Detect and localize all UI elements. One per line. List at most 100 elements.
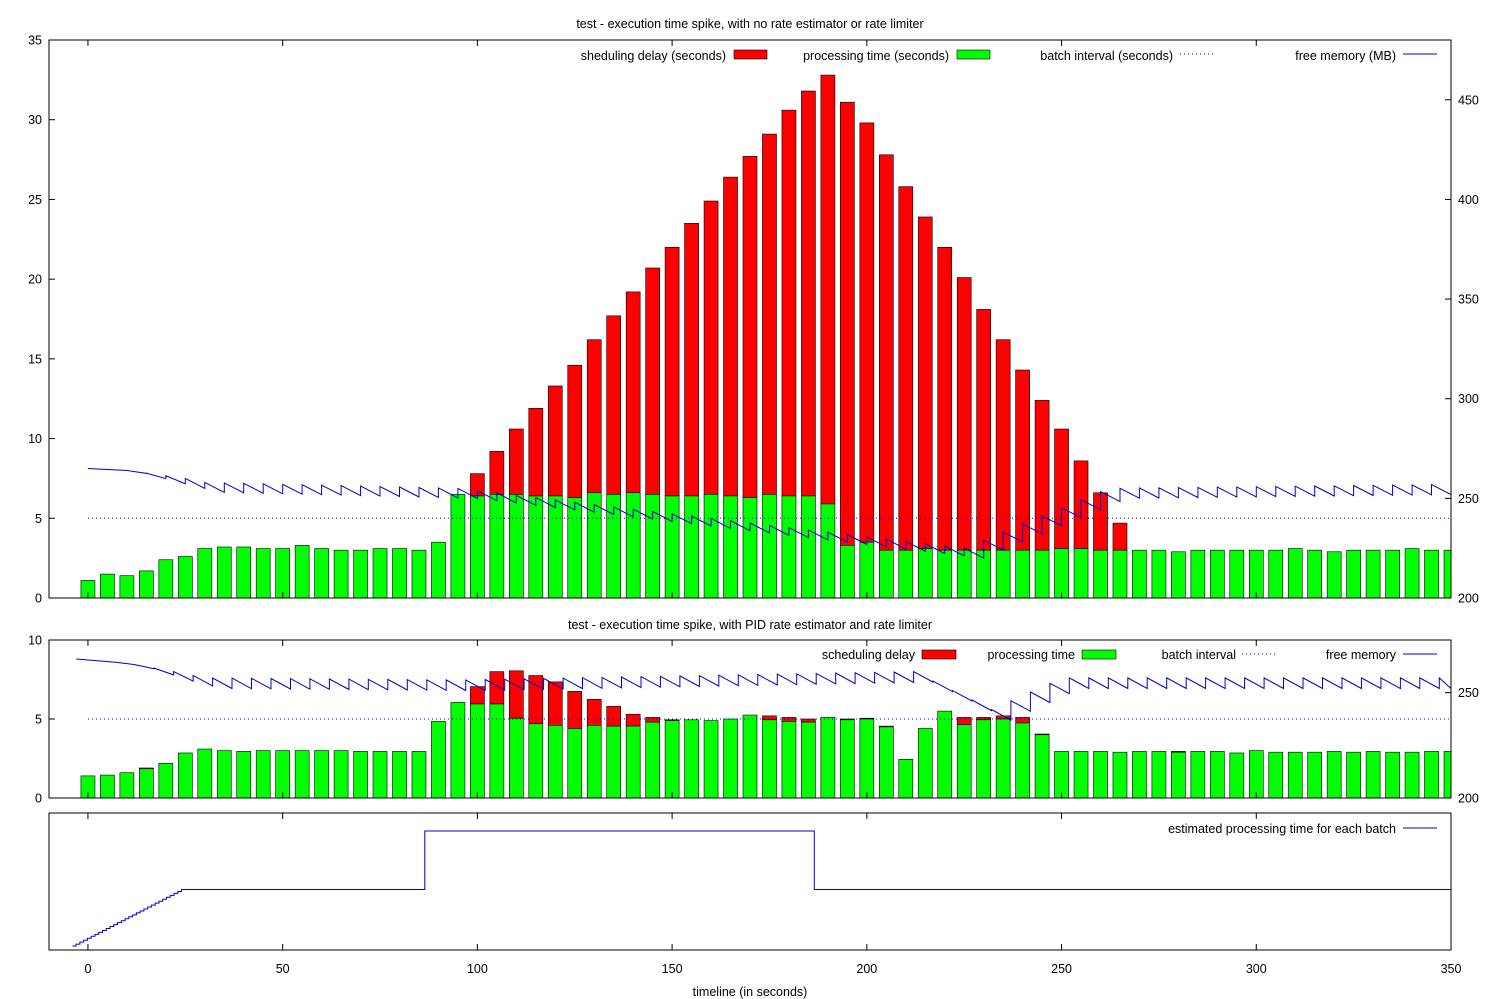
- processing-time-bar: [1015, 549, 1030, 599]
- legend2-scheduling-delay-swatch: [921, 649, 957, 660]
- processing-time-bar: [372, 548, 388, 599]
- processing-time-bar: [664, 720, 680, 799]
- processing-time-bar: [1054, 548, 1069, 599]
- processing-time-bar: [547, 725, 563, 799]
- processing-time-bar: [878, 726, 894, 799]
- processing-time-bar: [762, 494, 777, 599]
- y-tick-label: 10: [28, 634, 42, 648]
- processing-time-bar: [431, 541, 446, 599]
- legend3-estimated-processing-label: estimated processing time for each batch: [1168, 822, 1396, 836]
- y-tick-label: 20: [28, 273, 42, 287]
- scheduling-delay-bar: [801, 90, 816, 497]
- y-tick-label: 30: [28, 113, 42, 127]
- panel3-frame: [48, 812, 1452, 951]
- x-tick-label: 350: [1441, 962, 1462, 976]
- processing-time-bar: [937, 710, 953, 799]
- panel1-lines: [87, 468, 1452, 559]
- scheduling-delay-bar: [1015, 369, 1030, 551]
- scheduling-delay-bar: [762, 133, 777, 495]
- x-tick-label: 50: [276, 962, 290, 976]
- scheduling-delay-bar: [820, 74, 836, 505]
- y-tick-label: 5: [35, 512, 42, 526]
- scheduling-delay-bar: [509, 670, 524, 719]
- processing-time-bar: [684, 719, 699, 799]
- legend2-processing-time-label: processing time: [987, 648, 1075, 662]
- processing-time-bar: [1132, 549, 1147, 599]
- processing-time-bar: [294, 750, 310, 799]
- processing-time-bar: [995, 718, 1011, 799]
- scheduling-delay-bar: [976, 309, 991, 551]
- processing-time-bar: [255, 548, 271, 599]
- y-tick-label: 10: [28, 432, 42, 446]
- processing-time-bar: [1385, 751, 1400, 799]
- processing-time-bar: [664, 495, 680, 599]
- processing-time-bar: [723, 495, 738, 599]
- processing-time-bar: [820, 717, 836, 799]
- processing-time-bar: [353, 549, 368, 599]
- processing-time-bar: [197, 548, 213, 599]
- processing-time-bar: [431, 721, 446, 799]
- processing-time-bar: [1424, 751, 1439, 799]
- processing-time-bar: [255, 750, 271, 799]
- y2-tick-label: 300: [1458, 392, 1479, 406]
- processing-time-bar: [1229, 549, 1245, 599]
- panel2-axes: 0 5 10 200 250: [28, 634, 1479, 806]
- processing-time-bar: [1385, 549, 1400, 599]
- processing-time-bar: [1151, 549, 1167, 599]
- processing-time-bar: [1365, 549, 1381, 599]
- panel1-legend: sheduling delay (seconds) processing tim…: [581, 49, 1437, 63]
- scheduling-delay-bar: [878, 154, 894, 551]
- legend2-scheduling-delay-label: scheduling delay: [822, 648, 916, 662]
- processing-time-bar: [392, 751, 407, 799]
- scheduling-delay-bar: [586, 339, 602, 494]
- scheduling-delay-bar: [567, 364, 583, 498]
- processing-time-bar: [411, 549, 427, 599]
- processing-time-bar: [333, 750, 349, 799]
- processing-time-bar: [1073, 548, 1089, 599]
- x-tick-label: 0: [84, 962, 91, 976]
- processing-time-bar: [1093, 751, 1108, 799]
- scheduling-delay-bar: [489, 671, 505, 705]
- scheduling-delay-bar: [625, 291, 641, 494]
- processing-time-bar: [314, 548, 329, 599]
- y-tick-label: 15: [28, 352, 42, 366]
- scheduling-delay-bar: [1015, 717, 1030, 724]
- processing-time-bar: [139, 768, 154, 799]
- free-memory-line: [76, 658, 1452, 721]
- processing-time-bar: [314, 750, 329, 799]
- processing-time-bar: [859, 541, 875, 599]
- processing-time-bar: [1424, 549, 1439, 599]
- y2-tick-label: 200: [1458, 792, 1479, 806]
- panel3-legend: estimated processing time for each batch: [1168, 822, 1437, 836]
- processing-time-bar: [1112, 751, 1128, 799]
- panel1-frame: [48, 39, 1452, 599]
- processing-time-bar: [995, 549, 1011, 599]
- processing-time-bar: [177, 752, 193, 799]
- processing-time-bar: [1229, 752, 1245, 799]
- processing-time-bar: [567, 728, 583, 799]
- legend-processing-time-swatch: [956, 49, 991, 60]
- processing-time-bar: [625, 492, 641, 599]
- legend2-processing-time-swatch: [1081, 649, 1117, 660]
- scheduling-delay-bar: [606, 315, 622, 495]
- processing-time-bar: [509, 494, 524, 599]
- processing-time-bar: [1093, 549, 1108, 599]
- legend2-free-memory-label: free memory: [1326, 648, 1397, 662]
- scheduling-delay-bar: [645, 717, 660, 723]
- legend-batch-interval-label: batch interval (seconds): [1040, 49, 1173, 63]
- processing-time-bar: [606, 725, 622, 799]
- processing-time-bar: [1287, 548, 1303, 599]
- y-tick-label: 0: [35, 792, 42, 806]
- processing-time-bar: [489, 703, 505, 799]
- processing-time-bar: [684, 495, 699, 599]
- scheduling-delay-bar: [547, 385, 563, 497]
- y2-tick-label: 450: [1458, 93, 1479, 107]
- processing-time-bar: [1346, 751, 1361, 799]
- legend-scheduling-delay-label: sheduling delay (seconds): [581, 49, 726, 63]
- x-tick-label: 100: [467, 962, 488, 976]
- legend-processing-time-label: processing time (seconds): [803, 49, 949, 63]
- scheduling-delay-bar: [684, 223, 699, 497]
- processing-time-bar: [1112, 549, 1128, 599]
- legend-scheduling-delay-swatch: [733, 49, 768, 60]
- processing-time-bar: [158, 559, 174, 599]
